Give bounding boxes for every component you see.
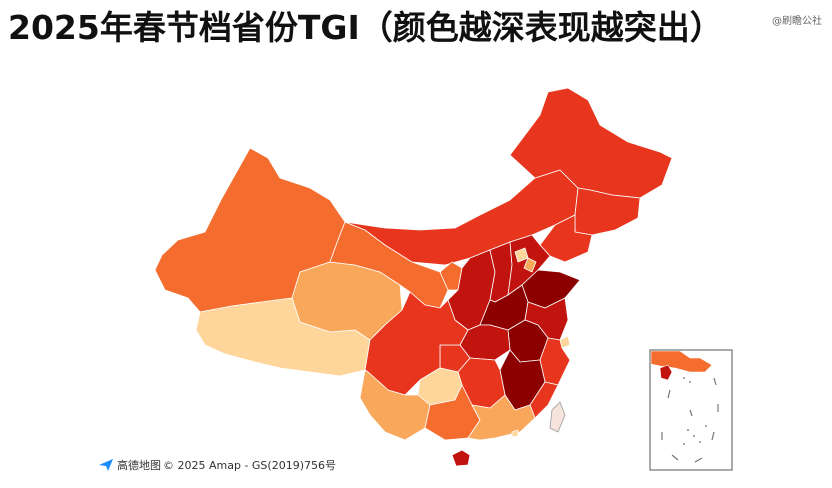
region-tianjin: [523, 257, 537, 273]
page-title: 2025年春节档省份TGI（颜色越深表现越突出）: [8, 8, 723, 47]
amap-logo-text: 高德地图: [117, 459, 161, 472]
amap-arrow-icon: [99, 459, 113, 471]
map-copyright: © 2025 Amap - GS(2019)756号: [163, 459, 336, 472]
south-china-sea-inset: [649, 349, 733, 471]
amap-logo: 高德地图 © 2025 Amap - GS(2019)756号: [98, 456, 336, 474]
region-taiwan: [549, 401, 566, 433]
watermark: @刷瞻公社: [772, 16, 822, 27]
region-guangdong: [467, 394, 536, 441]
region-hong-kong: [511, 429, 519, 438]
region-hainan: [451, 449, 471, 467]
region-heilongjiang: [509, 87, 673, 199]
